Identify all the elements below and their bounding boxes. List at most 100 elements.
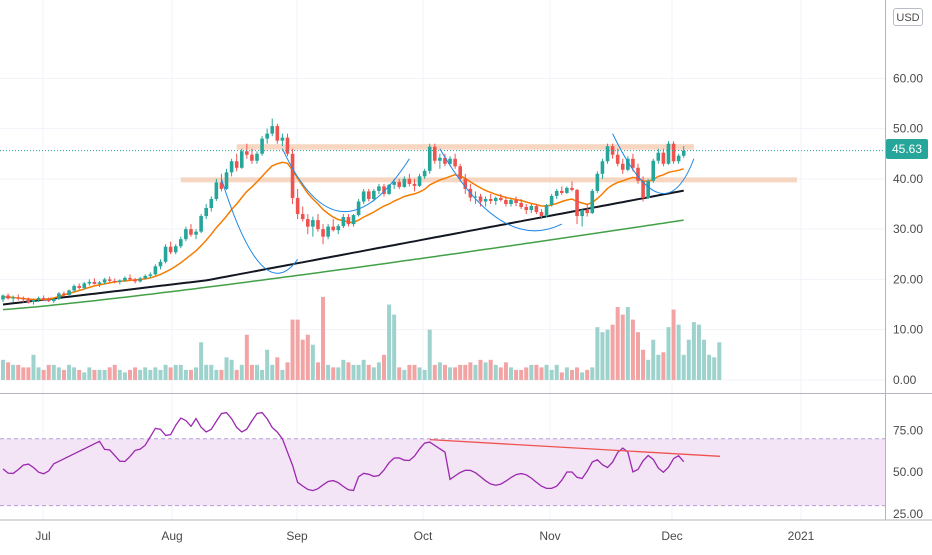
candle-body [656, 152, 661, 161]
volume-bar [82, 372, 87, 380]
candle-body [417, 176, 422, 186]
candle-body [97, 282, 102, 284]
volume-bar [514, 369, 519, 380]
candle-body [570, 187, 574, 190]
candle-body [133, 279, 137, 282]
volume-bar [6, 362, 11, 380]
volume-bar [549, 369, 554, 380]
candle-body [234, 161, 239, 168]
volume-bar [437, 362, 442, 380]
candle-body [67, 290, 71, 295]
candle-body [666, 143, 671, 164]
candle-body [478, 196, 483, 202]
volume-bar [67, 364, 72, 380]
currency-badge[interactable]: USD [893, 8, 923, 26]
volume-bar [625, 307, 630, 380]
volume-bar [569, 369, 574, 380]
volume-bar [163, 364, 168, 380]
volume-bar [656, 354, 661, 380]
candle-body [514, 199, 518, 203]
volume-bar [341, 359, 346, 380]
candle-body [397, 181, 402, 187]
time-axis: Jul Aug Sep Oct Nov Dec 2021 [35, 529, 814, 543]
volume-bar [387, 304, 392, 380]
volume-bar [356, 364, 361, 380]
volume-bar [199, 342, 204, 380]
volume-bar [503, 362, 508, 380]
volume-bar [666, 327, 671, 380]
volume-bar [46, 364, 51, 380]
volume-bar [580, 372, 585, 380]
cup-arcs [220, 133, 695, 274]
volume-bar [575, 367, 580, 380]
candle-body [153, 266, 158, 275]
volume-bar [77, 369, 82, 380]
volume-bar [183, 369, 188, 380]
candle-body [77, 285, 81, 288]
volume-bar [178, 364, 183, 380]
candle-body [351, 215, 356, 225]
candle-body [407, 178, 412, 184]
candle-body [255, 153, 259, 161]
candle-body [87, 281, 92, 284]
candle-body [336, 226, 341, 231]
candle-body [326, 226, 330, 237]
candle-body [290, 153, 295, 198]
candle-body [260, 138, 264, 154]
candle-body [62, 293, 66, 295]
volume-bar [610, 324, 615, 380]
volume-bar [605, 329, 610, 380]
candle-body [636, 167, 640, 181]
candle-body [433, 146, 437, 161]
volume-bar [153, 367, 158, 380]
candle-body [641, 180, 645, 198]
volume-bar [239, 364, 244, 380]
price-tick-label: 0.00 [893, 373, 917, 387]
candle-body [16, 297, 21, 299]
volume-bar [366, 364, 371, 380]
candle-body [509, 199, 513, 204]
candle-body [620, 163, 625, 170]
candle-body [631, 158, 635, 168]
volume-bar [422, 369, 427, 380]
candle-body [295, 197, 300, 215]
last-price-label: 45.63 [886, 139, 928, 159]
volume-bar [646, 359, 651, 380]
volume-bar [620, 314, 625, 380]
rsi-tick-label: 75.00 [893, 423, 923, 437]
candle-body [605, 146, 610, 162]
candle-body [575, 189, 579, 217]
candle-body [443, 157, 447, 164]
candle-body [554, 190, 559, 196]
candle-body [158, 261, 163, 267]
volume-bar [478, 359, 483, 380]
candle-body [1, 295, 5, 300]
volume-bar [615, 307, 620, 380]
candle-body [250, 154, 254, 161]
candle-body [321, 229, 325, 237]
volume-bar [244, 334, 249, 380]
candle-body [488, 198, 493, 201]
volume-bar [112, 364, 117, 380]
volume-bar [209, 364, 214, 380]
volume-bar [458, 364, 463, 380]
resistance-zone [236, 144, 694, 150]
candle-body [6, 295, 10, 299]
candle-body [504, 199, 508, 204]
candle-body [473, 196, 478, 198]
volume-bar [128, 369, 132, 380]
time-tick-label: Jul [35, 529, 50, 543]
volume-bar [397, 367, 402, 380]
candle-body [346, 217, 351, 225]
cup-arc [612, 133, 695, 194]
volume-bar [143, 367, 148, 380]
candle-body [331, 226, 335, 231]
candle-body [112, 280, 117, 282]
candle-body [422, 170, 427, 177]
volume-bars [1, 297, 722, 380]
candle-body [128, 277, 132, 280]
volume-bar [1, 359, 5, 380]
volume-bar [361, 359, 366, 380]
